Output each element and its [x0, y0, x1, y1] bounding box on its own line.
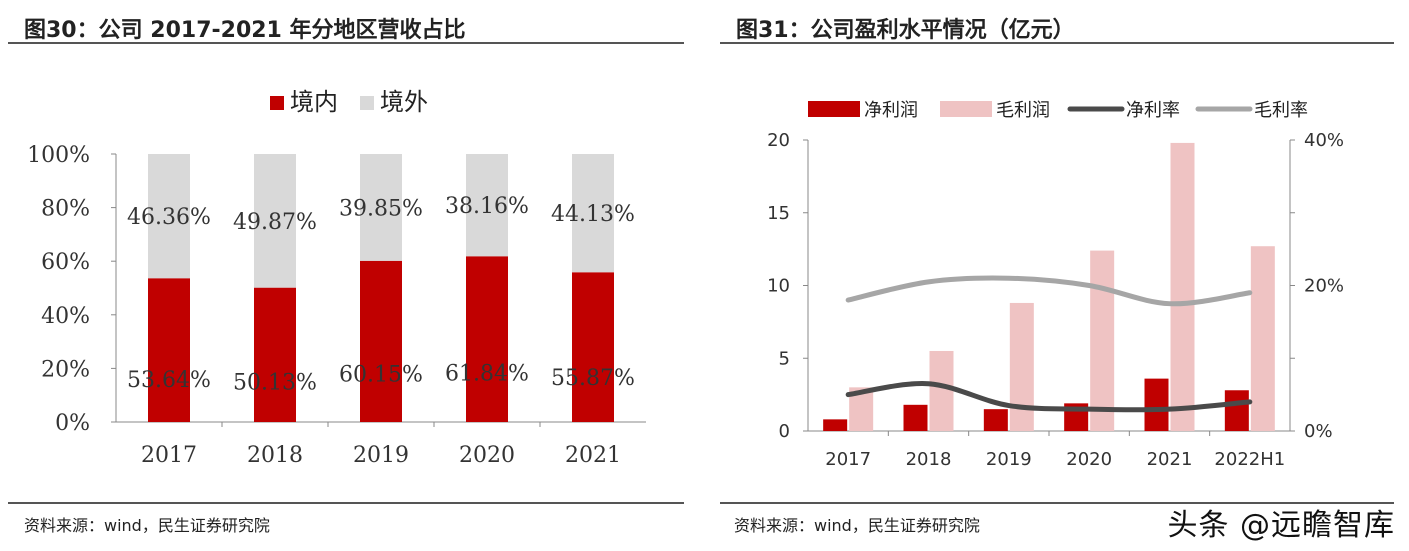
bar-overseas-2021: [572, 154, 614, 273]
bar-net-profit-2018: [903, 404, 928, 431]
left-figure-title: 图30：公司 2017-2021 年分地区营收占比: [24, 18, 466, 43]
bar-gross-profit-2021: [1170, 142, 1195, 431]
x-tick-label-2020: 2020: [1066, 449, 1112, 470]
bar-gross-profit-2019: [1009, 302, 1034, 431]
profitability-chart: 净利润 毛利润 净利率 毛利率 0 5 10 15 20 0% 20% 40% 2017 2018 2019…: [767, 100, 1344, 470]
bar-overseas-2019: [360, 154, 402, 261]
line-net-margin: [845, 381, 1253, 413]
legend-swatch-gross-profit: [940, 101, 992, 117]
y2-tick-label: 40%: [1304, 130, 1344, 151]
x-tick-label-2018: 2018: [247, 443, 303, 468]
watermark-text: 头条 @远瞻智库: [1167, 508, 1395, 543]
left-source-note: 资料来源：wind，民生证券研究院: [24, 516, 270, 535]
right-bottom-rule: [720, 502, 1394, 504]
legend-label-domestic: 境内: [290, 88, 338, 116]
y2-tick-label: 0%: [1304, 421, 1333, 442]
y-tick-label: 40%: [41, 304, 90, 329]
bar-net-profit-2021: [1144, 378, 1169, 431]
bar-domestic-2021: [572, 272, 614, 422]
bar-net-profit-2022H1: [1224, 390, 1249, 431]
data-label-domestic-2021: 55.87%: [551, 366, 635, 391]
data-label-domestic-2017: 53.64%: [127, 368, 211, 393]
y-tick-label: 15: [767, 203, 790, 224]
y-tick-label: 20%: [41, 357, 90, 382]
data-label-overseas-2017: 46.36%: [127, 205, 211, 230]
left-figure-panel: 图30：公司 2017-2021 年分地区营收占比 境内 境外 0% 20% 40% 60…: [0, 0, 690, 551]
legend-label-gross-margin: 毛利率: [1254, 100, 1308, 121]
bar-gross-profit-2022H1: [1250, 246, 1275, 431]
y-tick-label: 60%: [41, 250, 90, 275]
x-tick-label-2018: 2018: [906, 449, 952, 470]
x-tick-label-2019: 2019: [986, 449, 1032, 470]
bar-domestic-2018: [254, 287, 296, 422]
x-tick-label-2021: 2021: [565, 443, 621, 468]
y2-tick-label: 20%: [1304, 276, 1344, 297]
bar-domestic-2017: [148, 278, 190, 422]
data-label-domestic-2019: 60.15%: [339, 363, 423, 388]
y-tick-label: 0%: [55, 411, 90, 436]
y-tick-label: 5: [779, 348, 790, 369]
bar-gross-profit-2018: [929, 350, 954, 431]
bar-net-profit-2019: [983, 409, 1008, 431]
right-title-rule: [720, 42, 1394, 44]
data-label-domestic-2018: 50.13%: [233, 371, 317, 396]
y-tick-label: 80%: [41, 197, 90, 222]
y-tick-label: 0: [779, 421, 790, 442]
y-tick-label: 10: [767, 276, 790, 297]
x-tick-label-2021: 2021: [1147, 449, 1193, 470]
legend-label-net-margin: 净利率: [1126, 100, 1180, 121]
data-label-domestic-2020: 61.84%: [445, 361, 529, 386]
bar-overseas-2017: [148, 154, 190, 279]
legend-swatch-net-profit: [808, 101, 860, 117]
right-figure-title: 图31：公司盈利水平情况（亿元）: [736, 18, 1075, 43]
bar-domestic-2019: [360, 260, 402, 422]
left-title-rule: [8, 42, 684, 44]
data-label-overseas-2020: 38.16%: [445, 194, 529, 219]
legend-label-overseas: 境外: [380, 88, 428, 116]
legend-label-net-profit: 净利润: [864, 100, 918, 121]
legend-swatch-overseas: [360, 96, 374, 110]
x-tick-label-2017: 2017: [141, 443, 197, 468]
regional-revenue-chart: 境内 境外 0% 20% 40% 60% 80% 100% 46.36% 53.64% 2017 49…: [27, 88, 646, 468]
bar-domestic-2020: [466, 256, 508, 422]
line-gross-margin: [845, 275, 1253, 307]
right-figure-panel: 图31：公司盈利水平情况（亿元） 净利润 毛利润 净利率 毛利率 0 5 10 15 20 0% 2…: [716, 0, 1409, 551]
legend-label-gross-profit: 毛利润: [996, 100, 1050, 121]
x-tick-label-2020: 2020: [459, 443, 515, 468]
left-bottom-rule: [8, 502, 684, 504]
bar-overseas-2020: [466, 154, 508, 257]
x-tick-label-2022H1: 2022H1: [1214, 449, 1285, 470]
x-tick-label-2017: 2017: [825, 449, 871, 470]
x-tick-label-2019: 2019: [353, 443, 409, 468]
data-label-overseas-2021: 44.13%: [551, 202, 635, 227]
data-label-overseas-2018: 49.87%: [233, 210, 317, 235]
y-tick-label: 20: [767, 130, 790, 151]
y-tick-label: 100%: [27, 143, 90, 168]
bar-gross-profit-2020: [1090, 250, 1115, 431]
bar-net-profit-2017: [823, 419, 848, 431]
legend-swatch-domestic: [270, 96, 284, 110]
data-label-overseas-2019: 39.85%: [339, 196, 423, 221]
bar-overseas-2018: [254, 154, 296, 288]
right-source-note: 资料来源：wind，民生证券研究院: [734, 516, 980, 535]
